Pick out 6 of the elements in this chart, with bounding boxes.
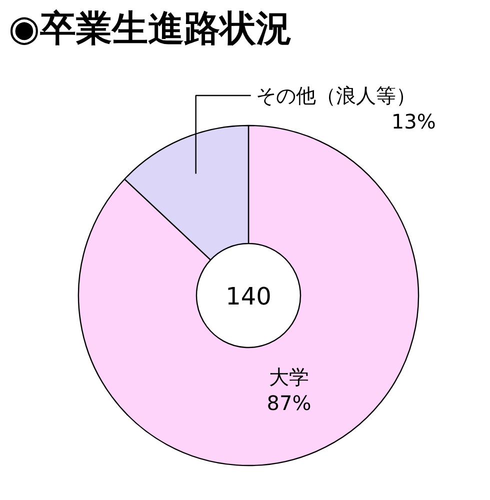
slice-label: 大学 <box>269 365 310 390</box>
data-label: 13% <box>391 110 436 134</box>
data-label: 87% <box>266 391 312 416</box>
text: 140 <box>226 282 272 310</box>
chart-title: ◉卒業生進路状況 <box>8 8 292 50</box>
slice-label: その他（浪人等） <box>256 84 416 108</box>
